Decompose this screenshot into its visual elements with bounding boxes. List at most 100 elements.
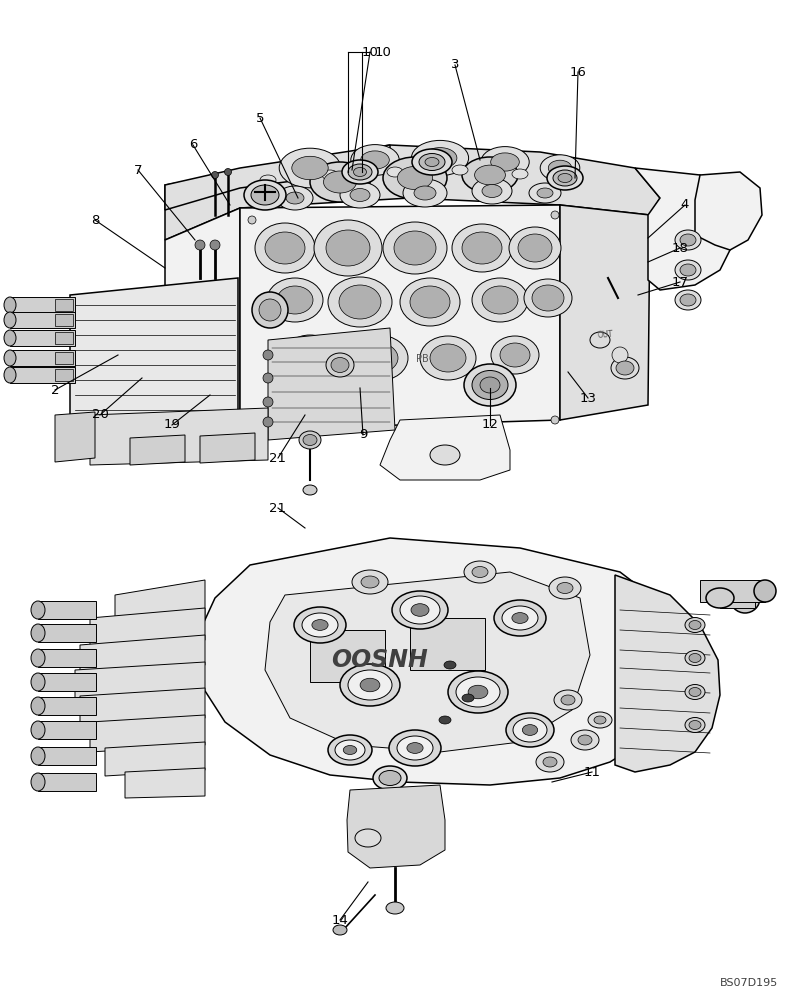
Text: 14: 14 <box>331 914 349 926</box>
Ellipse shape <box>379 770 401 786</box>
Text: OOSNH: OOSNH <box>332 648 428 672</box>
Ellipse shape <box>394 231 436 265</box>
Text: 11: 11 <box>583 766 601 778</box>
Polygon shape <box>90 408 268 465</box>
Ellipse shape <box>472 370 508 399</box>
Circle shape <box>225 168 231 176</box>
Ellipse shape <box>31 673 45 691</box>
Ellipse shape <box>31 747 45 765</box>
Ellipse shape <box>414 186 436 200</box>
Text: 19: 19 <box>163 418 181 432</box>
Ellipse shape <box>323 171 357 193</box>
Ellipse shape <box>464 364 516 406</box>
Ellipse shape <box>361 151 390 169</box>
Ellipse shape <box>532 285 564 311</box>
Ellipse shape <box>430 445 460 465</box>
Circle shape <box>195 240 205 250</box>
Bar <box>700 580 765 602</box>
Ellipse shape <box>547 166 583 190</box>
Ellipse shape <box>540 155 580 181</box>
Text: 13: 13 <box>579 391 597 404</box>
Ellipse shape <box>326 353 354 377</box>
Ellipse shape <box>340 182 380 208</box>
Ellipse shape <box>343 746 357 754</box>
Polygon shape <box>80 635 205 675</box>
Text: 5: 5 <box>256 111 264 124</box>
Ellipse shape <box>456 677 500 707</box>
Bar <box>38 601 96 619</box>
Ellipse shape <box>350 188 370 202</box>
Bar <box>55 352 73 364</box>
Text: 20: 20 <box>91 408 109 422</box>
Ellipse shape <box>561 695 575 705</box>
Ellipse shape <box>512 169 528 179</box>
Polygon shape <box>80 688 205 728</box>
Ellipse shape <box>407 743 423 753</box>
Ellipse shape <box>557 582 573 593</box>
Ellipse shape <box>355 829 381 847</box>
Ellipse shape <box>398 166 433 190</box>
Ellipse shape <box>474 165 506 185</box>
Polygon shape <box>75 662 205 700</box>
Polygon shape <box>265 572 590 752</box>
Ellipse shape <box>387 167 403 177</box>
Polygon shape <box>165 145 660 240</box>
Text: 7: 7 <box>134 163 142 176</box>
Ellipse shape <box>31 773 45 791</box>
Ellipse shape <box>333 925 347 935</box>
Text: 4: 4 <box>681 198 689 212</box>
Ellipse shape <box>352 570 388 594</box>
Ellipse shape <box>339 285 381 319</box>
Ellipse shape <box>543 757 557 767</box>
Bar <box>38 673 96 691</box>
Ellipse shape <box>689 620 701 630</box>
Circle shape <box>612 347 628 363</box>
Text: BS07D195: BS07D195 <box>720 978 778 988</box>
Polygon shape <box>130 435 185 465</box>
Ellipse shape <box>452 224 512 272</box>
Ellipse shape <box>331 358 349 372</box>
Ellipse shape <box>342 160 378 184</box>
Polygon shape <box>635 168 740 290</box>
Ellipse shape <box>251 185 279 205</box>
Ellipse shape <box>689 654 701 662</box>
Circle shape <box>263 350 273 360</box>
Ellipse shape <box>522 725 538 735</box>
Ellipse shape <box>373 766 407 790</box>
Ellipse shape <box>400 596 440 624</box>
Bar <box>38 697 96 715</box>
Circle shape <box>263 417 273 427</box>
Ellipse shape <box>578 735 592 745</box>
Bar <box>38 624 96 642</box>
Ellipse shape <box>383 222 447 274</box>
Ellipse shape <box>611 357 639 379</box>
Polygon shape <box>560 205 650 420</box>
Ellipse shape <box>494 600 546 636</box>
Circle shape <box>730 583 760 613</box>
Ellipse shape <box>554 690 582 710</box>
Ellipse shape <box>685 617 705 633</box>
Bar <box>310 630 385 682</box>
Text: 9: 9 <box>359 428 367 442</box>
Bar <box>10 367 75 383</box>
Text: 16: 16 <box>570 66 586 79</box>
Ellipse shape <box>31 649 45 667</box>
Text: 3: 3 <box>450 58 459 72</box>
Polygon shape <box>200 433 255 463</box>
Circle shape <box>248 426 256 434</box>
Ellipse shape <box>754 580 776 602</box>
Bar <box>10 312 75 328</box>
Polygon shape <box>615 575 720 772</box>
Ellipse shape <box>284 335 336 375</box>
Text: 2: 2 <box>50 383 59 396</box>
Ellipse shape <box>312 620 328 630</box>
Circle shape <box>263 397 273 407</box>
Ellipse shape <box>267 278 323 322</box>
Ellipse shape <box>279 148 341 188</box>
Circle shape <box>252 292 288 328</box>
Ellipse shape <box>420 336 476 380</box>
Ellipse shape <box>462 157 518 193</box>
Bar <box>38 721 96 739</box>
Text: 8: 8 <box>91 214 99 227</box>
Ellipse shape <box>328 277 392 327</box>
